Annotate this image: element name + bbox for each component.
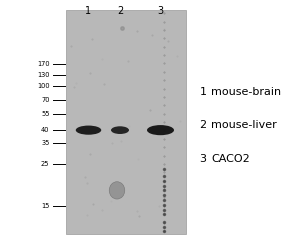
Text: 3: 3 xyxy=(158,6,164,16)
Text: 2: 2 xyxy=(200,120,207,130)
Text: mouse-brain: mouse-brain xyxy=(212,87,282,97)
Text: 55: 55 xyxy=(41,112,50,117)
Ellipse shape xyxy=(109,182,125,199)
Text: 15: 15 xyxy=(41,203,50,209)
Text: 40: 40 xyxy=(41,127,50,133)
Ellipse shape xyxy=(147,125,174,135)
Text: 130: 130 xyxy=(37,72,50,78)
Text: 100: 100 xyxy=(37,83,50,88)
Text: 35: 35 xyxy=(41,141,50,146)
Bar xyxy=(66,10,186,234)
Text: 2: 2 xyxy=(117,6,123,16)
Text: 1: 1 xyxy=(85,6,91,16)
Text: 25: 25 xyxy=(41,161,50,167)
Text: 70: 70 xyxy=(41,97,50,103)
Text: CACO2: CACO2 xyxy=(212,154,250,164)
Text: 3: 3 xyxy=(200,154,206,164)
Ellipse shape xyxy=(111,126,129,134)
Text: 1: 1 xyxy=(200,87,206,97)
Text: mouse-liver: mouse-liver xyxy=(212,120,277,130)
Ellipse shape xyxy=(76,126,101,135)
Text: 170: 170 xyxy=(37,61,50,67)
